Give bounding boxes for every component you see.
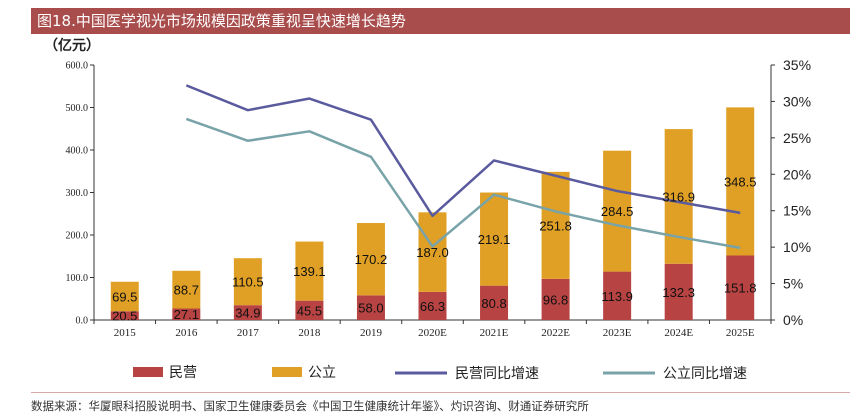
- data-label-private: 66.3: [420, 299, 445, 314]
- x-tick-label: 2015: [114, 327, 137, 339]
- left-tick-label: 0.0: [76, 316, 89, 327]
- legend-swatch: [133, 367, 163, 377]
- bar-public: [541, 171, 570, 279]
- left-tick-label: 600.0: [66, 61, 89, 72]
- data-label-public: 284.5: [601, 204, 634, 219]
- bar-private: [480, 285, 509, 320]
- bar-public: [726, 107, 755, 256]
- data-label-private: 151.8: [724, 281, 757, 296]
- chart-title: 图18.中国医学视光市场规模因政策重视呈快速增长趋势: [37, 12, 406, 30]
- left-tick-label: 500.0: [66, 103, 89, 114]
- x-tick-label: 2025E: [726, 327, 755, 339]
- right-tick-label: 10%: [783, 239, 811, 255]
- data-label-public: 110.5: [232, 275, 264, 290]
- data-label-public: 348.5: [724, 174, 757, 189]
- bar-private: [664, 263, 693, 320]
- data-label-public: 88.7: [174, 283, 199, 298]
- right-tick-label: 30%: [783, 93, 811, 109]
- data-label-private: 58.0: [358, 301, 383, 316]
- bar-public: [356, 223, 385, 296]
- bar-private: [541, 278, 570, 320]
- bar-private: [356, 295, 385, 320]
- bar-private: [110, 311, 139, 320]
- data-label-private: 96.8: [543, 292, 568, 307]
- chart-area: 0.0 100.0 200.0 300.0 400.0 500.0 600.0 0% 5% 10%…: [66, 57, 812, 382]
- bar-public: [418, 212, 447, 292]
- source-note: 数据来源：华厦眼科招股说明书、国家卫生健康委员会《中国卫生健康统计年鉴》、灼识咨…: [31, 399, 589, 413]
- data-label-private: 34.9: [235, 306, 260, 321]
- x-tick-label: 2017: [237, 327, 260, 339]
- data-label-public: 139.1: [293, 264, 326, 279]
- bar-private: [233, 305, 262, 320]
- data-label-public: 69.5: [112, 290, 137, 305]
- line-private-growth: [185, 84, 741, 218]
- data-label-private: 45.5: [297, 303, 322, 318]
- unit-label: （亿元）: [44, 38, 100, 54]
- line-public-growth: [185, 117, 741, 250]
- left-tick-label: 200.0: [66, 231, 89, 242]
- data-label-private: 20.5: [112, 309, 137, 324]
- legend-label: 民营同比增速: [455, 366, 539, 382]
- data-label-public: 170.2: [355, 252, 388, 267]
- left-tick-label: 100.0: [66, 273, 89, 284]
- bar-public: [233, 258, 262, 306]
- right-tick-label: 15%: [783, 203, 811, 219]
- title-bar: 图18.中国医学视光市场规模因政策重视呈快速增长趋势: [31, 8, 850, 34]
- x-tick-label: 2024E: [664, 327, 693, 339]
- data-label-private: 27.1: [174, 307, 199, 322]
- bar-public: [172, 270, 201, 309]
- legend-label: 民营: [169, 365, 197, 381]
- bar-public: [480, 192, 509, 286]
- x-tick-label: 2018: [298, 327, 321, 339]
- bar-private: [172, 308, 201, 320]
- data-label-public: 187.0: [416, 245, 449, 260]
- x-tick-label: 2016: [175, 327, 198, 339]
- left-tick-label: 400.0: [66, 146, 89, 157]
- legend-label: 公立: [308, 365, 336, 381]
- right-tick-label: 5%: [783, 276, 803, 292]
- bar-public: [603, 150, 632, 272]
- left-tick-label: 300.0: [66, 188, 89, 199]
- bar-private: [726, 255, 755, 320]
- data-label-public: 316.9: [662, 189, 695, 204]
- data-label-private: 80.8: [481, 296, 506, 311]
- right-tick-label: 20%: [783, 166, 811, 182]
- bar-public: [295, 241, 324, 301]
- x-tick-label: 2019: [360, 327, 383, 339]
- bar-public: [110, 281, 139, 312]
- footer-divider: [31, 392, 850, 393]
- x-tick-label: 2020E: [418, 327, 447, 339]
- x-tick-label: 2022E: [541, 327, 570, 339]
- bar-private: [418, 291, 447, 320]
- data-label-private: 113.9: [601, 289, 633, 304]
- legend-label: 公立同比增速: [663, 366, 747, 382]
- bar-public: [664, 129, 693, 264]
- data-label-public: 251.8: [539, 218, 572, 233]
- x-tick-label: 2023E: [603, 327, 632, 339]
- x-tick-label: 2021E: [480, 327, 509, 339]
- data-label-private: 132.3: [662, 285, 695, 300]
- data-label-public: 219.1: [478, 232, 511, 247]
- bar-private: [603, 271, 632, 320]
- right-tick-label: 0%: [783, 312, 803, 328]
- right-tick-label: 25%: [783, 130, 811, 146]
- bar-private: [295, 300, 324, 320]
- right-tick-label: 35%: [783, 57, 811, 73]
- legend-swatch: [272, 367, 302, 377]
